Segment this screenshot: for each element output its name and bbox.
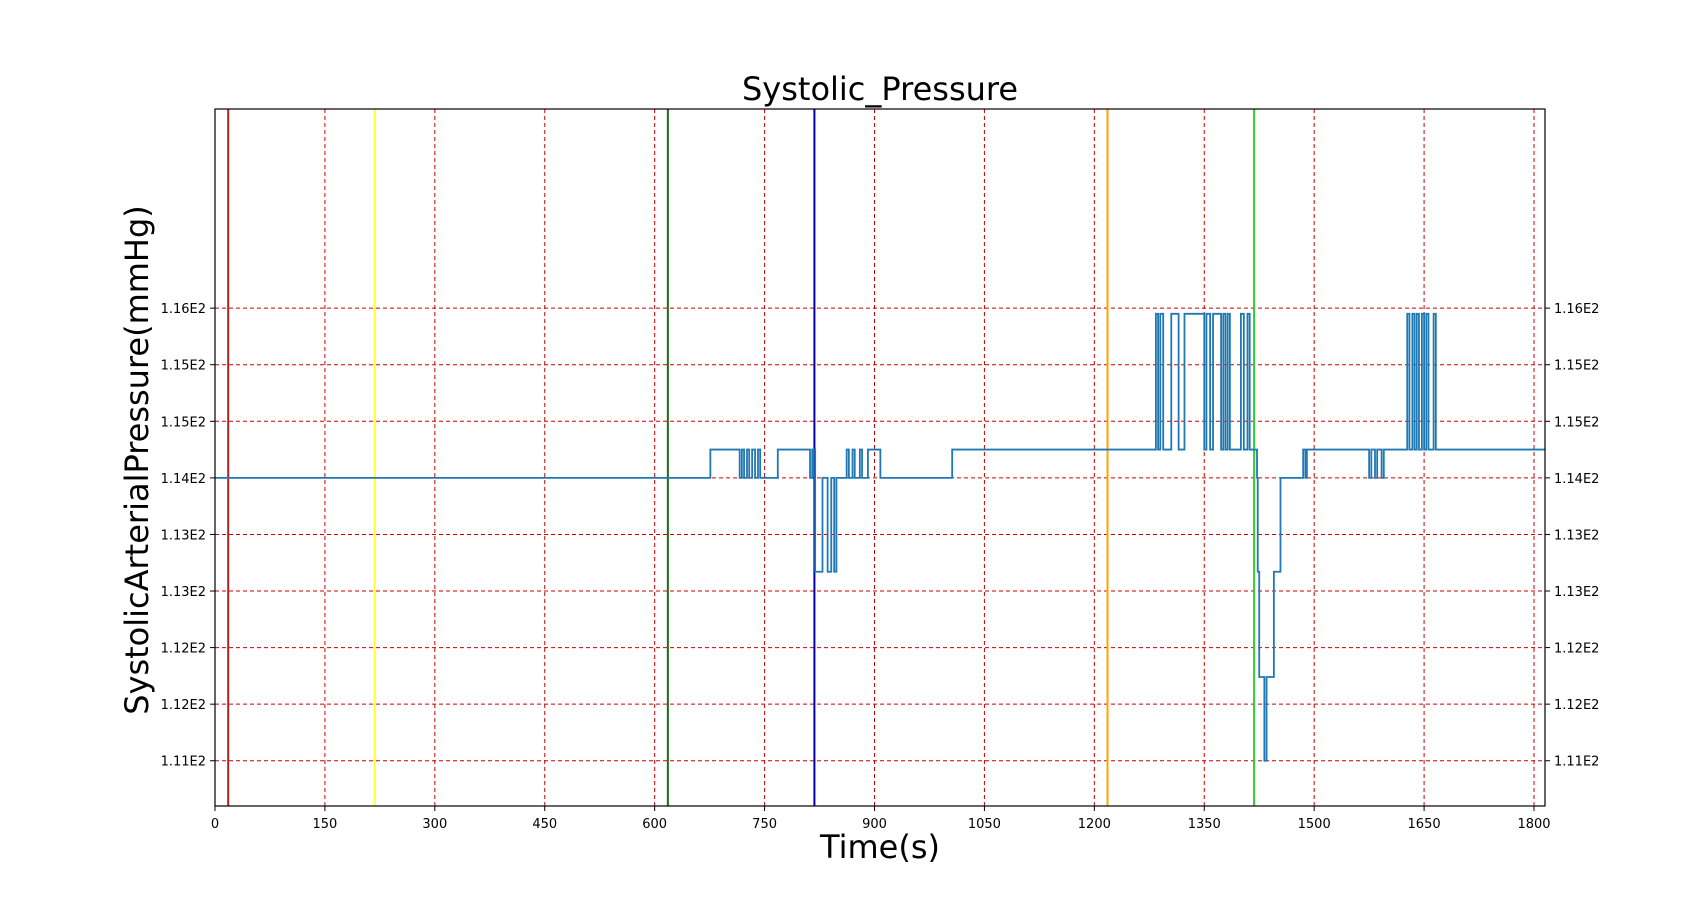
x-tick-label: 1200 [1078, 817, 1111, 832]
y-tick-label-left: 1.15E2 [161, 415, 206, 430]
y-tick-label-right: 1.14E2 [1554, 472, 1599, 487]
y-tick-label-right: 1.12E2 [1554, 642, 1599, 657]
y-tick-label-left: 1.16E2 [161, 302, 206, 317]
x-tick-label: 1800 [1517, 817, 1550, 832]
x-tick-label: 750 [752, 817, 777, 832]
x-tick-label: 450 [532, 817, 557, 832]
y-tick-label-left: 1.14E2 [161, 472, 206, 487]
y-tick-label-right: 1.13E2 [1554, 528, 1599, 543]
x-tick-label: 1050 [968, 817, 1001, 832]
x-axis-label: Time(s) [819, 828, 940, 866]
y-tick-label-left: 1.11E2 [161, 755, 206, 770]
y-tick-label-right: 1.12E2 [1554, 698, 1599, 713]
series-line [215, 312, 1545, 762]
y-tick-label-right: 1.13E2 [1554, 585, 1599, 600]
plot-frame [214, 108, 1546, 807]
chart-title: Systolic_Pressure [742, 70, 1018, 108]
y-tick-label-right: 1.15E2 [1554, 415, 1599, 430]
y-tick-label-left: 1.12E2 [161, 642, 206, 657]
y-tick-label-right: 1.11E2 [1554, 755, 1599, 770]
y-tick-label-left: 1.13E2 [161, 585, 206, 600]
x-tick-label: 0 [211, 817, 219, 832]
x-tick-label: 900 [862, 817, 887, 832]
y-tick-label-left: 1.15E2 [161, 359, 206, 374]
y-tick-label-left: 1.12E2 [161, 698, 206, 713]
y-tick-label-right: 1.15E2 [1554, 359, 1599, 374]
x-tick-label: 300 [422, 817, 447, 832]
axes: 0 150 300 450 600 750 900 1050 1200 1350 1500 1650 1… [161, 108, 1599, 832]
event-markers [227, 109, 1256, 806]
x-tick-label: 1350 [1188, 817, 1221, 832]
x-tick-label: 600 [642, 817, 667, 832]
y-axis-label: SystolicArterialPressure(mmHg) [118, 205, 156, 715]
x-tick-label: 1500 [1298, 817, 1331, 832]
y-tick-label-left: 1.13E2 [161, 528, 206, 543]
x-tick-label: 1650 [1408, 817, 1441, 832]
grid-lines [214, 109, 1545, 806]
x-tick-label: 150 [313, 817, 338, 832]
series-layer [215, 312, 1545, 762]
y-tick-label-right: 1.16E2 [1554, 302, 1599, 317]
